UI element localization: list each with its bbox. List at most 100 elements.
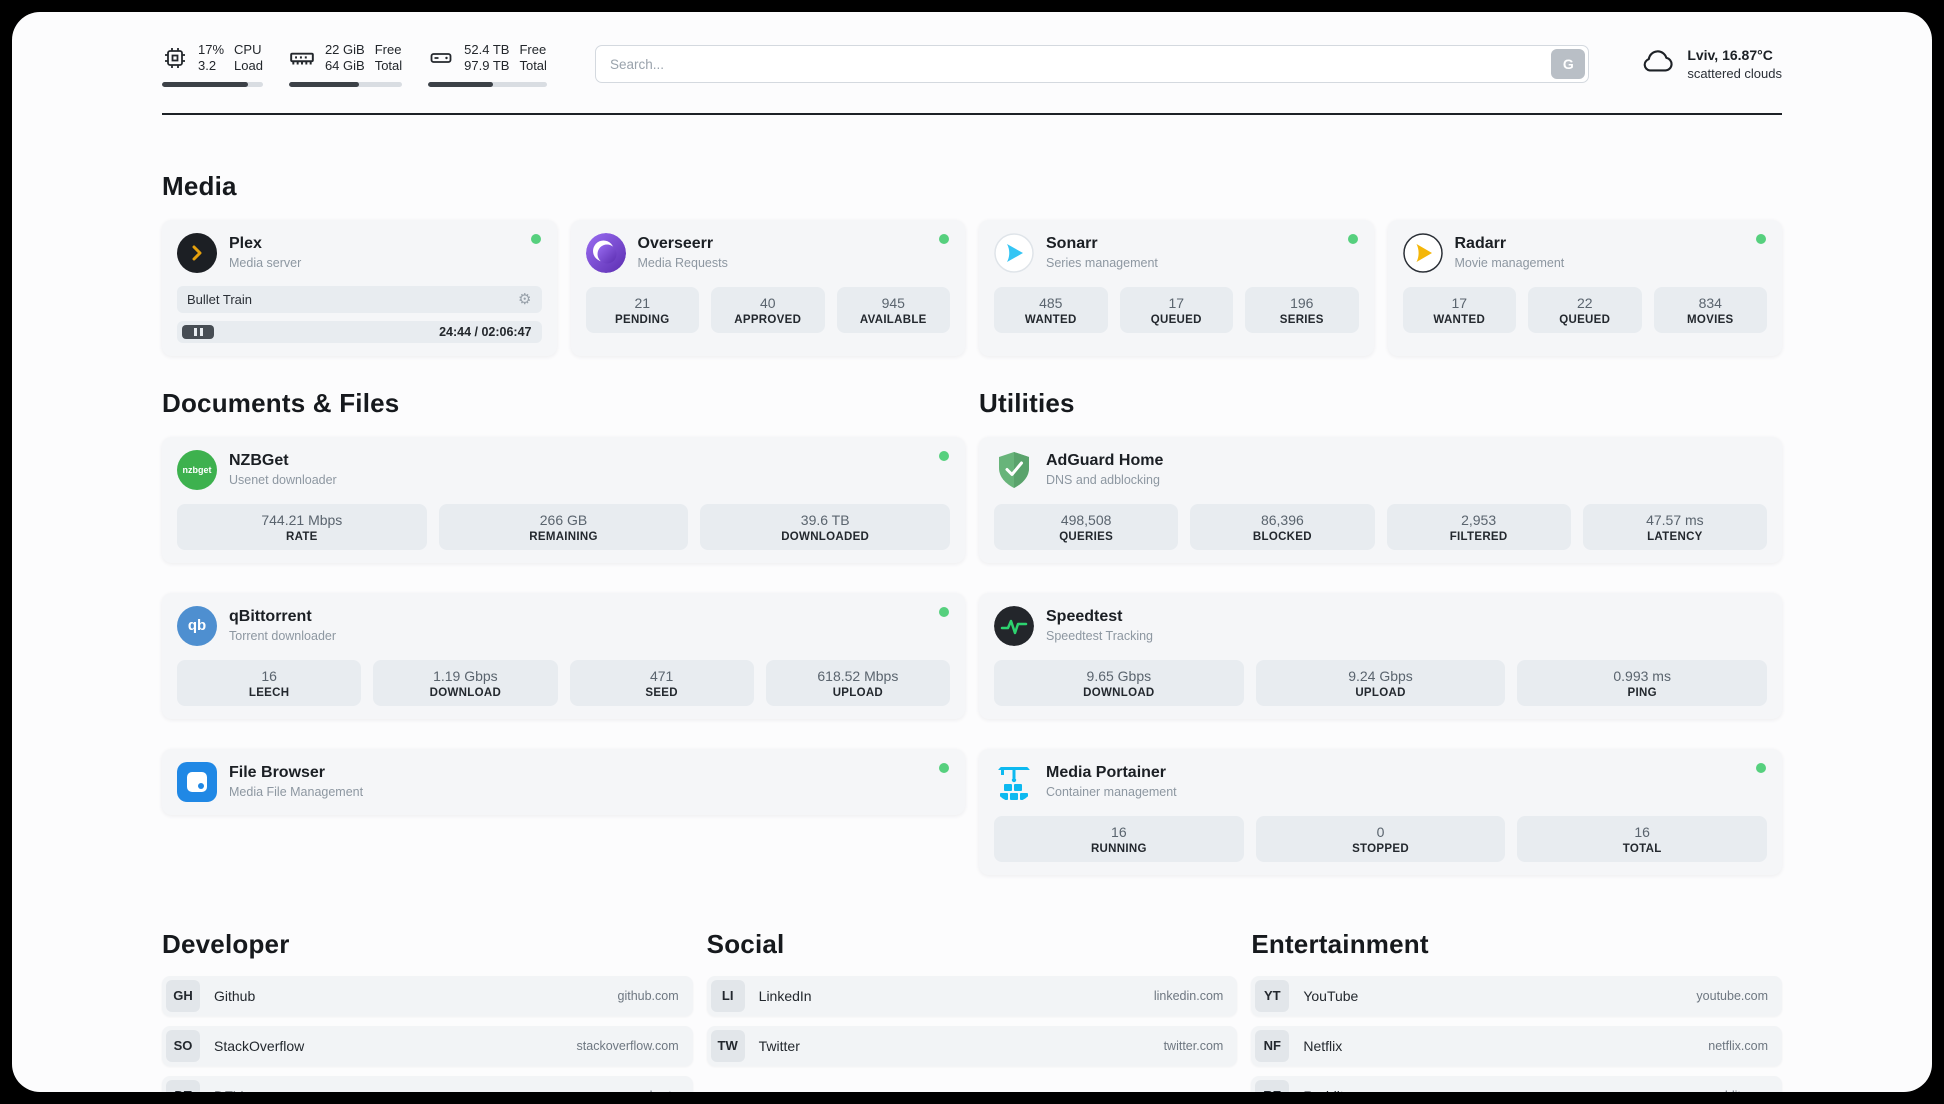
social-section-title: Social <box>706 928 785 959</box>
app-subtitle: Media Requests <box>637 256 728 270</box>
nzbget-card[interactable]: nzbget NZBGet Usenet downloader 744.21 M… <box>162 436 965 563</box>
search-engine-button[interactable]: G <box>1551 49 1586 80</box>
stat-tile: 21 PENDING <box>585 286 699 333</box>
stat-label: DOWNLOAD <box>429 686 502 699</box>
app-name: Radarr <box>1454 235 1507 252</box>
disk-metric: 52.4 TB 97.9 TB Free Total <box>428 42 547 87</box>
bookmark-url: dev.to <box>646 1089 679 1093</box>
media-section: Media Plex Media server <box>162 171 1782 356</box>
status-indicator <box>939 606 949 617</box>
disk-value: 52.4 TB <box>464 42 510 57</box>
portainer-card[interactable]: Media Portainer Container management 16 … <box>979 748 1782 875</box>
bookmark-abbr: RE <box>1255 1079 1290 1092</box>
media-section-title: Media <box>162 170 237 201</box>
app-subtitle: Series management <box>1046 256 1158 270</box>
top-bar: 17% 3.2 CPU Load 22 GiB <box>162 42 1782 87</box>
status-indicator <box>939 233 949 244</box>
stat-label: AVAILABLE <box>859 313 927 326</box>
stat-value: 0.993 ms <box>1613 667 1671 684</box>
stat-tile: 1.19 Gbps DOWNLOAD <box>373 659 558 706</box>
stat-label: QUERIES <box>1059 530 1114 543</box>
stat-value: 9.65 Gbps <box>1086 667 1152 684</box>
bookmark-github[interactable]: GH Github github.com <box>162 975 693 1016</box>
bookmark-abbr: NF <box>1255 1029 1290 1062</box>
bookmark-url: github.com <box>617 988 679 1003</box>
bookmark-dev[interactable]: DT DEV dev.to <box>162 1075 693 1093</box>
gear-icon[interactable]: ⚙ <box>518 290 532 308</box>
cpu-label-bottom: Load <box>234 58 263 74</box>
stat-label: REMAINING <box>529 530 598 543</box>
stat-tile: 16 RUNNING <box>994 815 1244 862</box>
app-subtitle: DNS and adblocking <box>1046 473 1160 487</box>
bookmark-twitter[interactable]: TW Twitter twitter.com <box>706 1025 1238 1066</box>
app-subtitle: Media File Management <box>229 785 364 799</box>
stat-label: PING <box>1627 686 1657 699</box>
ram-metric: 22 GiB 64 GiB Free Total <box>288 42 403 87</box>
bookmark-name: Github <box>214 987 256 1004</box>
weather-widget: Lviv, 16.87°C scattered clouds <box>1637 46 1782 82</box>
bookmark-netflix[interactable]: NF Netflix netflix.com <box>1251 1025 1782 1066</box>
adguard-icon <box>994 450 1034 490</box>
status-indicator <box>1756 233 1766 244</box>
plex-card[interactable]: Plex Media server Bullet Train ⚙ 24:4 <box>162 219 557 356</box>
cpu-sub: 3.2 <box>198 58 217 74</box>
bookmark-linkedin[interactable]: LI LinkedIn linkedin.com <box>706 975 1238 1016</box>
stat-label: LATENCY <box>1647 530 1703 543</box>
cloud-icon <box>1637 48 1675 81</box>
ram-sub: 64 GiB <box>324 58 365 74</box>
qbittorrent-card[interactable]: qb qBittorrent Torrent downloader 16 LEE… <box>162 592 965 719</box>
search-input[interactable] <box>594 45 1590 84</box>
bookmark-reddit[interactable]: RE Reddit reddit.com <box>1251 1075 1782 1092</box>
overseerr-card[interactable]: Overseerr Media Requests 21 PENDING 40 A… <box>570 219 965 356</box>
stat-tile: 2,953 FILTERED <box>1386 503 1571 550</box>
search-bar: G <box>594 45 1590 84</box>
stat-label: BLOCKED <box>1252 530 1312 543</box>
stat-label: WANTED <box>1433 313 1486 326</box>
stat-label: UPLOAD <box>832 686 884 699</box>
portainer-icon <box>994 762 1034 802</box>
bookmark-name: Netflix <box>1303 1037 1343 1054</box>
status-indicator <box>530 233 541 244</box>
bookmark-youtube[interactable]: YT YouTube youtube.com <box>1251 975 1782 1016</box>
ram-label-top: Free <box>374 42 402 57</box>
sonarr-card[interactable]: Sonarr Series management 485 WANTED 17 Q… <box>979 219 1374 356</box>
bookmark-url: stackoverflow.com <box>576 1038 679 1053</box>
speedtest-card[interactable]: Speedtest Speedtest Tracking 9.65 Gbps D… <box>979 592 1782 719</box>
stat-value: 471 <box>649 667 674 684</box>
stat-value: 16 <box>261 667 277 684</box>
stat-label: SEED <box>645 686 678 699</box>
stat-tile: 16 LEECH <box>177 659 362 706</box>
stat-tile: 40 APPROVED <box>711 286 825 333</box>
pause-button[interactable] <box>182 324 214 339</box>
stat-tile: 9.65 Gbps DOWNLOAD <box>994 659 1244 706</box>
stat-tile: 16 TOTAL <box>1517 815 1768 862</box>
stat-value: 40 <box>759 294 776 311</box>
bookmark-name: YouTube <box>1303 987 1359 1004</box>
status-indicator <box>1347 233 1358 244</box>
radarr-card[interactable]: Radarr Movie management 17 WANTED 22 QUE… <box>1387 219 1782 356</box>
entertainment-bookmarks: Entertainment YT YouTube youtube.com NF … <box>1251 929 1782 1092</box>
bookmark-url: youtube.com <box>1696 988 1768 1003</box>
adguard-card[interactable]: AdGuard Home DNS and adblocking 498,508 … <box>979 436 1782 563</box>
stat-label: LEECH <box>248 686 290 699</box>
stat-tile: 498,508 QUERIES <box>994 503 1179 550</box>
disk-sub: 97.9 TB <box>464 58 510 74</box>
bookmark-abbr: LI <box>710 979 745 1012</box>
app-name: File Browser <box>229 764 326 781</box>
stat-label: UPLOAD <box>1355 686 1406 699</box>
bookmark-stackoverflow[interactable]: SO StackOverflow stackoverflow.com <box>162 1025 693 1066</box>
bookmark-url: netflix.com <box>1708 1038 1768 1053</box>
app-subtitle: Media server <box>229 256 302 270</box>
bookmark-abbr: TW <box>710 1029 745 1062</box>
utilities-section-title: Utilities <box>979 387 1075 418</box>
stat-tile: 485 WANTED <box>994 286 1108 333</box>
ram-icon <box>289 45 315 71</box>
stat-value: 2,953 <box>1461 511 1497 528</box>
playback-progress-bar[interactable]: 24:44 / 02:06:47 <box>177 320 542 343</box>
radarr-icon <box>1402 232 1443 273</box>
stat-label: DOWNLOADED <box>781 530 870 543</box>
stat-value: 16 <box>1111 823 1127 840</box>
filebrowser-card[interactable]: File Browser Media File Management <box>162 748 965 815</box>
sonarr-icon <box>994 232 1034 273</box>
stat-tile: 266 GB REMAINING <box>438 503 689 550</box>
